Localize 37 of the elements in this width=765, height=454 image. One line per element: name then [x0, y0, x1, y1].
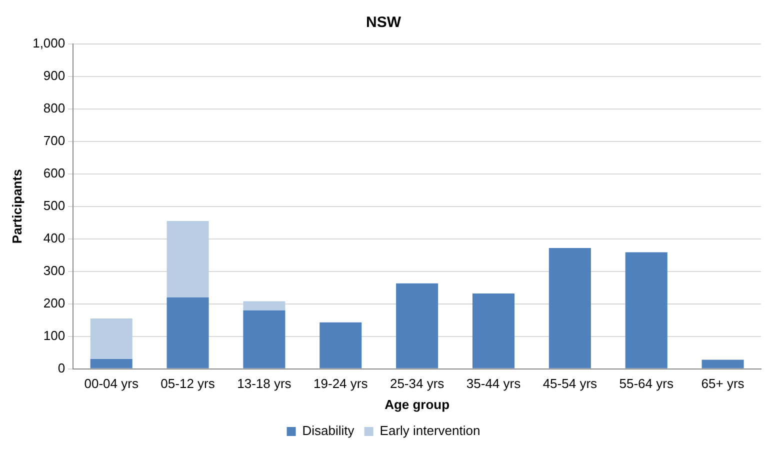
chart-title: NSW [366, 14, 402, 32]
legend-label: Disability [302, 423, 355, 438]
y-tick-label: 900 [43, 68, 66, 84]
y-tick-label: 0 [58, 360, 66, 376]
bar [90, 359, 132, 368]
x-tick-label: 05-12 yrs [160, 376, 216, 392]
bar [548, 248, 591, 368]
y-tick-label: 1,000 [32, 36, 66, 51]
x-tick-label: 13-18 yrs [237, 376, 292, 392]
y-tick-label: 600 [43, 166, 66, 180]
y-tick-label: 200 [43, 295, 66, 310]
y-tick-label: 100 [43, 328, 66, 343]
bar [243, 301, 286, 310]
x-tick-label: 45-54 yrs [542, 376, 598, 392]
x-tick-label: 00-04 yrs [84, 376, 139, 392]
bar [472, 293, 515, 368]
bar [320, 322, 362, 368]
bar [166, 297, 209, 368]
y-tick-label: 300 [43, 262, 66, 278]
x-axis-title: Age group [384, 396, 450, 412]
bar [243, 310, 286, 368]
bar [625, 252, 668, 368]
bar [702, 360, 744, 368]
y-axis-title: Participants [9, 169, 24, 244]
y-tick-label: 500 [43, 198, 66, 213]
y-tick-label: 800 [43, 100, 66, 116]
bar [166, 221, 209, 298]
x-tick-label: 55-64 yrs [619, 376, 674, 392]
x-tick-label: 19-24 yrs [314, 376, 368, 392]
bar [396, 283, 438, 368]
x-tick-label: 65+ yrs [701, 376, 745, 392]
x-tick-label: 35-44 yrs [466, 376, 522, 392]
y-tick-label: 700 [43, 133, 66, 148]
x-tick-label: 25-34 yrs [390, 376, 445, 392]
y-tick-label: 400 [43, 230, 66, 246]
bar [90, 318, 132, 360]
legend-label: Early intervention [380, 423, 480, 438]
